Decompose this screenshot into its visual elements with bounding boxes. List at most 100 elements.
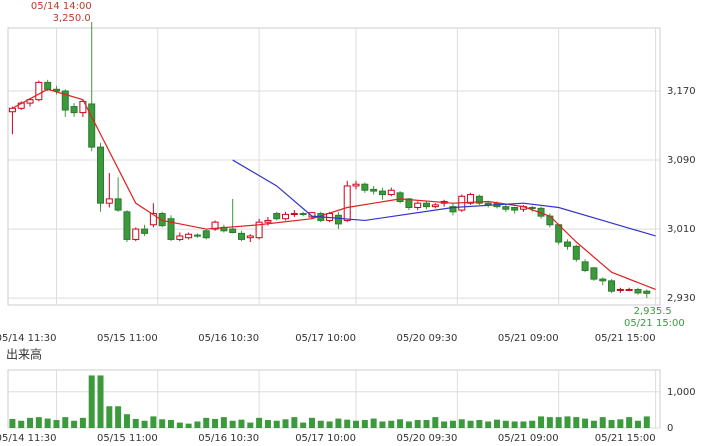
candle-body (396, 192, 404, 202)
y-tick-label: 3,010 (667, 224, 696, 235)
candle-body (625, 288, 633, 291)
volume-bar (502, 420, 509, 428)
candle-body (599, 278, 607, 282)
candle-body (528, 207, 536, 210)
annotation-price: 3,250.0 (53, 13, 91, 24)
volume-bar (432, 417, 439, 428)
volume-bar (520, 421, 527, 428)
candle-body (352, 183, 360, 187)
volume-bar (643, 416, 650, 428)
candle-body (141, 228, 149, 234)
volume-bar (79, 417, 86, 428)
candle-body (202, 230, 210, 239)
volume-bar (494, 419, 500, 428)
volume-bar (626, 417, 633, 428)
candle-body (105, 198, 113, 204)
volume-bar (247, 422, 254, 428)
candle-body (282, 213, 290, 220)
candle-body (26, 99, 34, 104)
volume-bar (291, 417, 298, 428)
moving-average-line (232, 159, 656, 237)
volume-bar (441, 421, 448, 428)
volume-bar (27, 417, 34, 428)
candle-body (334, 214, 342, 225)
volume-bar (353, 420, 360, 428)
candle-body (290, 213, 298, 216)
candle-body (643, 290, 651, 294)
candle-body (563, 241, 571, 247)
candle-body (97, 146, 105, 204)
volume-bar (405, 421, 412, 428)
candle-body (581, 261, 589, 271)
candle-body (193, 234, 201, 237)
candle-body (88, 103, 96, 148)
x-tick-label: 05/21 09:00 (498, 433, 559, 444)
candle-body (211, 221, 219, 230)
candle-body (308, 212, 316, 218)
y-tick-label: 1,000 (667, 387, 696, 398)
volume-bar (397, 419, 404, 428)
x-tick-label: 05/21 15:00 (595, 333, 656, 344)
annotation-time: 05/14 14:00 (31, 1, 92, 12)
annotation-price: 2,935.5 (634, 306, 672, 317)
x-tick-label: 05/17 10:00 (295, 433, 356, 444)
volume-bar (159, 419, 166, 428)
volume-bar (370, 418, 377, 428)
candle-body (255, 221, 263, 239)
volume-bar (388, 420, 395, 428)
volume-bar (141, 420, 148, 428)
volume-bar (361, 420, 368, 428)
volume-bar (582, 418, 589, 428)
candle-body (370, 188, 378, 192)
price-frame (7, 27, 661, 306)
volume-bar (44, 418, 51, 428)
candle-body (608, 280, 616, 292)
volume-bar (185, 423, 192, 428)
x-tick-label: 05/16 10:30 (198, 433, 259, 444)
candle-body (246, 235, 254, 239)
volume-bar (458, 419, 465, 428)
volume-bar (168, 420, 174, 428)
candle-body (299, 213, 307, 216)
candle-body (511, 207, 519, 211)
volume-bar (123, 414, 130, 428)
volume-bar (414, 420, 421, 428)
candle-body (70, 106, 78, 114)
candle-body (35, 81, 43, 101)
x-tick-label: 05/21 09:00 (498, 333, 559, 344)
candle-body (343, 185, 351, 221)
volume-bar (273, 420, 280, 428)
volume-bar (379, 421, 386, 428)
volume-frame (7, 369, 661, 429)
volume-bar (344, 419, 351, 428)
volume-bar (590, 420, 597, 428)
volume-bar (555, 417, 562, 428)
volume-bar (485, 421, 492, 428)
candle-body (572, 245, 580, 260)
candle-body (616, 288, 624, 291)
volume-bar (176, 422, 183, 428)
volume-bar (238, 419, 245, 428)
candle-body (52, 88, 60, 92)
x-tick-label: 05/20 09:30 (397, 433, 458, 444)
y-tick-label: 0 (667, 423, 673, 434)
volume-bar (194, 421, 201, 428)
volume-bar (308, 417, 315, 428)
candle-body (378, 190, 386, 196)
candle-body (387, 189, 395, 196)
candle-body (44, 81, 52, 90)
candle-body (590, 267, 598, 280)
volume-bar (423, 420, 430, 428)
candle-body (176, 235, 184, 240)
candle-body (185, 233, 193, 239)
volume-bar (467, 420, 474, 428)
volume-bar (256, 417, 263, 428)
candle-body (431, 204, 439, 208)
candle-body (634, 288, 642, 294)
volume-bar (229, 420, 236, 428)
volume-bar (212, 418, 219, 428)
volume-bar (97, 375, 104, 428)
candle-body (423, 202, 431, 208)
